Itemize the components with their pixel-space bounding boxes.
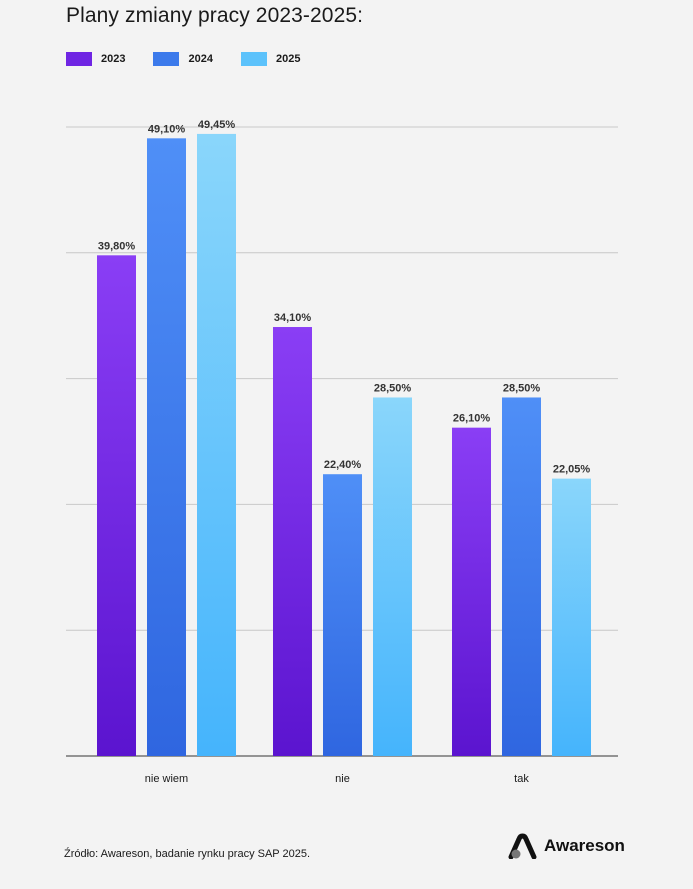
bar-2024-tak bbox=[502, 397, 541, 756]
bar-value-label: 22,05% bbox=[553, 464, 591, 476]
category-label: nie wiem bbox=[145, 773, 188, 785]
bar-2023-nie-wiem bbox=[97, 255, 136, 757]
category-label: tak bbox=[514, 773, 529, 785]
awareson-logo-icon bbox=[508, 833, 537, 859]
bar-2023-nie bbox=[273, 327, 312, 756]
legend-label-2024: 2024 bbox=[188, 53, 213, 65]
legend: 2023 2024 2025 bbox=[66, 52, 328, 66]
bar-2024-nie bbox=[323, 474, 362, 756]
bar-value-label: 22,40% bbox=[324, 459, 362, 471]
bar-value-label: 34,10% bbox=[274, 312, 312, 324]
bar-2023-tak bbox=[452, 427, 491, 756]
bar-value-label: 28,50% bbox=[503, 382, 541, 394]
bar-2025-nie-wiem bbox=[197, 133, 236, 756]
bar-2024-nie-wiem bbox=[147, 138, 186, 756]
bar-value-label: 28,50% bbox=[374, 382, 412, 394]
awareson-logo: Awareson bbox=[507, 833, 625, 859]
bar-value-label: 49,10% bbox=[148, 123, 186, 135]
bar-2025-nie bbox=[373, 397, 412, 756]
bar-chart: 39,80% 49,10% 49,45% 34,10% 22,40% 28,50% 26,1… bbox=[66, 119, 618, 785]
legend-item-2023: 2023 bbox=[66, 52, 125, 66]
category-labels: nie wiem nie tak bbox=[145, 773, 530, 785]
bar-value-label: 39,80% bbox=[98, 240, 136, 252]
legend-swatch-2025 bbox=[240, 52, 267, 66]
legend-label-2025: 2025 bbox=[275, 53, 301, 65]
bar-value-label: 26,10% bbox=[453, 413, 491, 425]
bar-value-label: 49,45% bbox=[198, 119, 236, 131]
legend-swatch-2023 bbox=[66, 52, 92, 66]
chart-title: Plany zmiany pracy 2023-2025: bbox=[66, 4, 364, 27]
source-note: Źródło: Awareson, badanie rynku pracy SA… bbox=[64, 848, 311, 860]
legend-item-2024: 2024 bbox=[153, 52, 213, 66]
bar-value-labels: 39,80% 49,10% 49,45% 34,10% 22,40% 28,50% 26,1… bbox=[98, 119, 591, 476]
legend-label-2023: 2023 bbox=[101, 53, 126, 65]
bars bbox=[97, 133, 591, 757]
awareson-logo-text: Awareson bbox=[544, 836, 625, 855]
category-label: nie bbox=[335, 773, 350, 785]
legend-swatch-2024 bbox=[153, 52, 180, 66]
legend-item-2025: 2025 bbox=[240, 52, 301, 66]
bar-2025-tak bbox=[552, 478, 591, 756]
